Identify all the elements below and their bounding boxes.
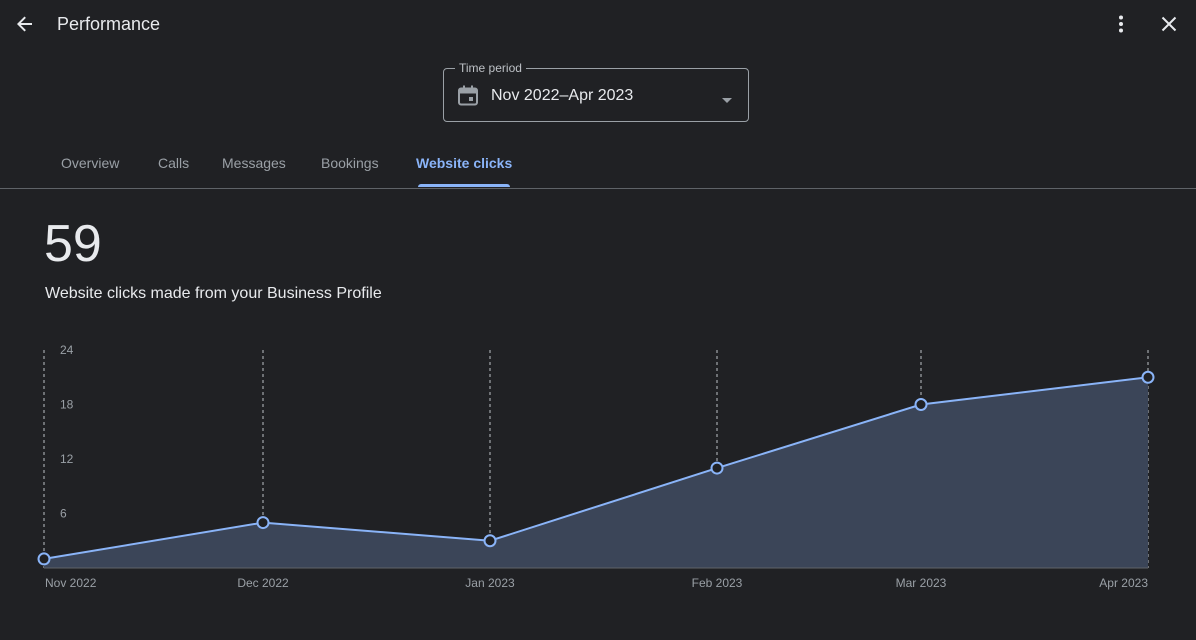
chart-svg: 6 12 18 24 Nov 2022 Dec 2022 Jan 2023 Feb 2023 M… [37,343,1155,590]
data-point-5 [1141,370,1155,384]
tab-overview[interactable]: Overview [61,155,120,171]
chevron-down-icon [720,92,734,103]
time-period-select[interactable]: Time period Nov 2022–Apr 2023 [443,61,749,122]
y-tick-label-2: 18 [60,398,74,412]
website-clicks-chart: 6 12 18 24 Nov 2022 Dec 2022 Jan 2023 Feb 2023 M… [0,330,1196,610]
data-point-2 [483,534,497,548]
calendar-icon [457,85,479,107]
tab-calls[interactable]: Calls [158,155,190,171]
more-vert-icon[interactable] [1108,10,1134,38]
time-period-label: Time period [455,61,526,75]
data-point-1 [256,516,270,530]
y-tick-label-3: 24 [60,343,74,357]
total-clicks: 59 [44,215,102,273]
active-tab-indicator [418,184,510,187]
data-point-3 [710,461,724,475]
close-icon[interactable] [1155,10,1183,38]
tab-messages[interactable]: Messages [222,155,286,171]
x-tick-label-0: Nov 2022 [45,576,97,590]
x-tick-label-4: Mar 2023 [896,576,947,590]
series-line [43,376,1149,560]
tab-website-clicks[interactable]: Website clicks [416,155,513,171]
tab-bar: Overview Calls Messages Bookings Website… [0,140,1196,189]
tab-bookings[interactable]: Bookings [321,155,379,171]
header: Performance [0,0,1196,48]
y-tick-label-0: 6 [60,507,67,521]
arrow-back-icon[interactable] [11,10,39,38]
x-tick-label-5: Apr 2023 [1099,576,1148,590]
summary-description: Website clicks made from your Business P… [45,285,382,302]
data-point-0 [37,552,51,566]
area-fill [44,377,1148,568]
x-tick-label-1: Dec 2022 [237,576,289,590]
y-tick-label-1: 12 [60,452,74,466]
time-period-value: Nov 2022–Apr 2023 [491,87,634,104]
page-title: Performance [57,14,161,34]
data-point-4 [914,398,928,411]
x-tick-label-2: Jan 2023 [465,576,515,590]
x-tick-label-3: Feb 2023 [692,576,743,590]
